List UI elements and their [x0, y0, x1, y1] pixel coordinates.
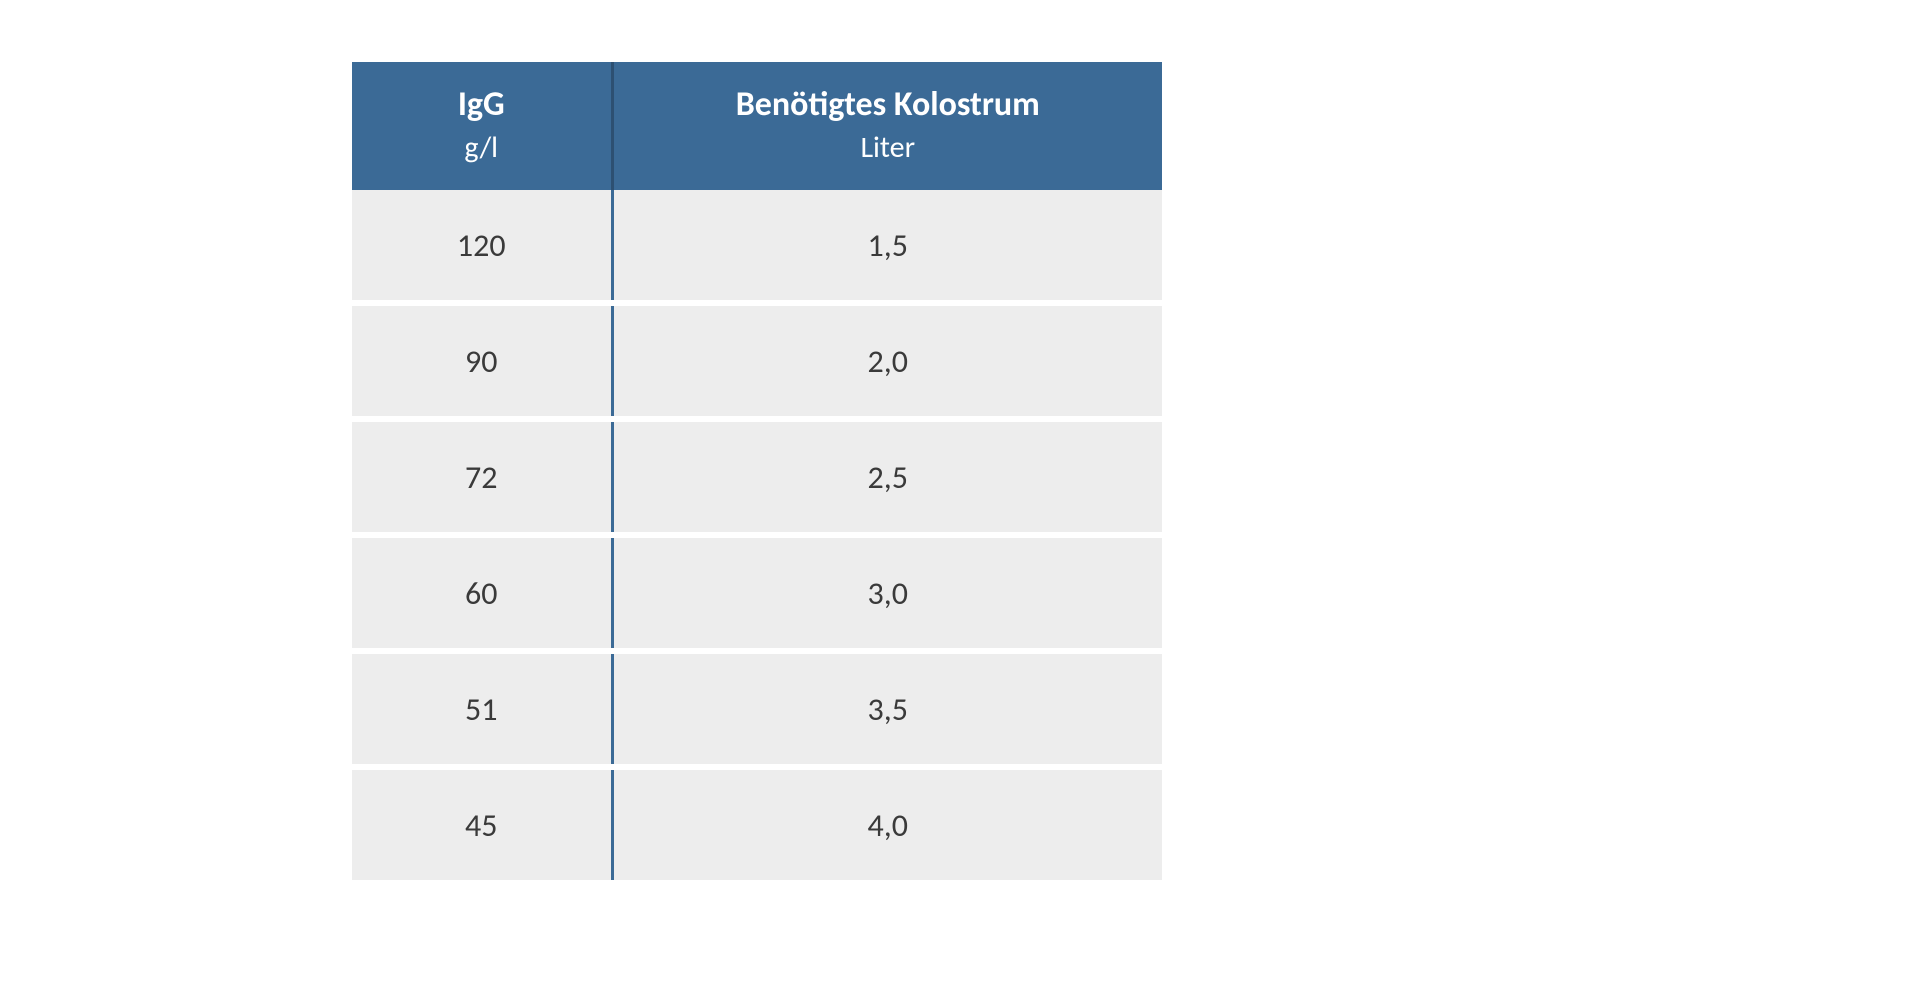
- cell-igg: 120: [352, 190, 612, 303]
- cell-igg: 90: [352, 303, 612, 419]
- cell-kolo: 3,5: [612, 651, 1162, 767]
- table-row: 60 3,0: [352, 535, 1162, 651]
- header-igg-unit: g/l: [362, 129, 601, 167]
- table-row: 51 3,5: [352, 651, 1162, 767]
- cell-igg: 45: [352, 767, 612, 880]
- cell-kolo: 3,0: [612, 535, 1162, 651]
- cell-kolo: 2,5: [612, 419, 1162, 535]
- table-row: 72 2,5: [352, 419, 1162, 535]
- table-header-row: IgG g/l Benötigtes Kolostrum Liter: [352, 62, 1162, 190]
- cell-igg: 72: [352, 419, 612, 535]
- cell-igg: 51: [352, 651, 612, 767]
- cell-kolo: 1,5: [612, 190, 1162, 303]
- header-kolo-title: Benötigtes Kolostrum: [624, 84, 1153, 127]
- table-row: 120 1,5: [352, 190, 1162, 303]
- cell-kolo: 4,0: [612, 767, 1162, 880]
- cell-kolo: 2,0: [612, 303, 1162, 419]
- kolostrum-table: IgG g/l Benötigtes Kolostrum Liter 120 1…: [352, 62, 1162, 880]
- table-row: 90 2,0: [352, 303, 1162, 419]
- header-kolo-unit: Liter: [624, 129, 1153, 167]
- header-igg-title: IgG: [362, 84, 601, 127]
- kolostrum-table-container: IgG g/l Benötigtes Kolostrum Liter 120 1…: [352, 62, 1162, 880]
- table-row: 45 4,0: [352, 767, 1162, 880]
- cell-igg: 60: [352, 535, 612, 651]
- table-header-igg: IgG g/l: [352, 62, 612, 190]
- table-header-kolostrum: Benötigtes Kolostrum Liter: [612, 62, 1162, 190]
